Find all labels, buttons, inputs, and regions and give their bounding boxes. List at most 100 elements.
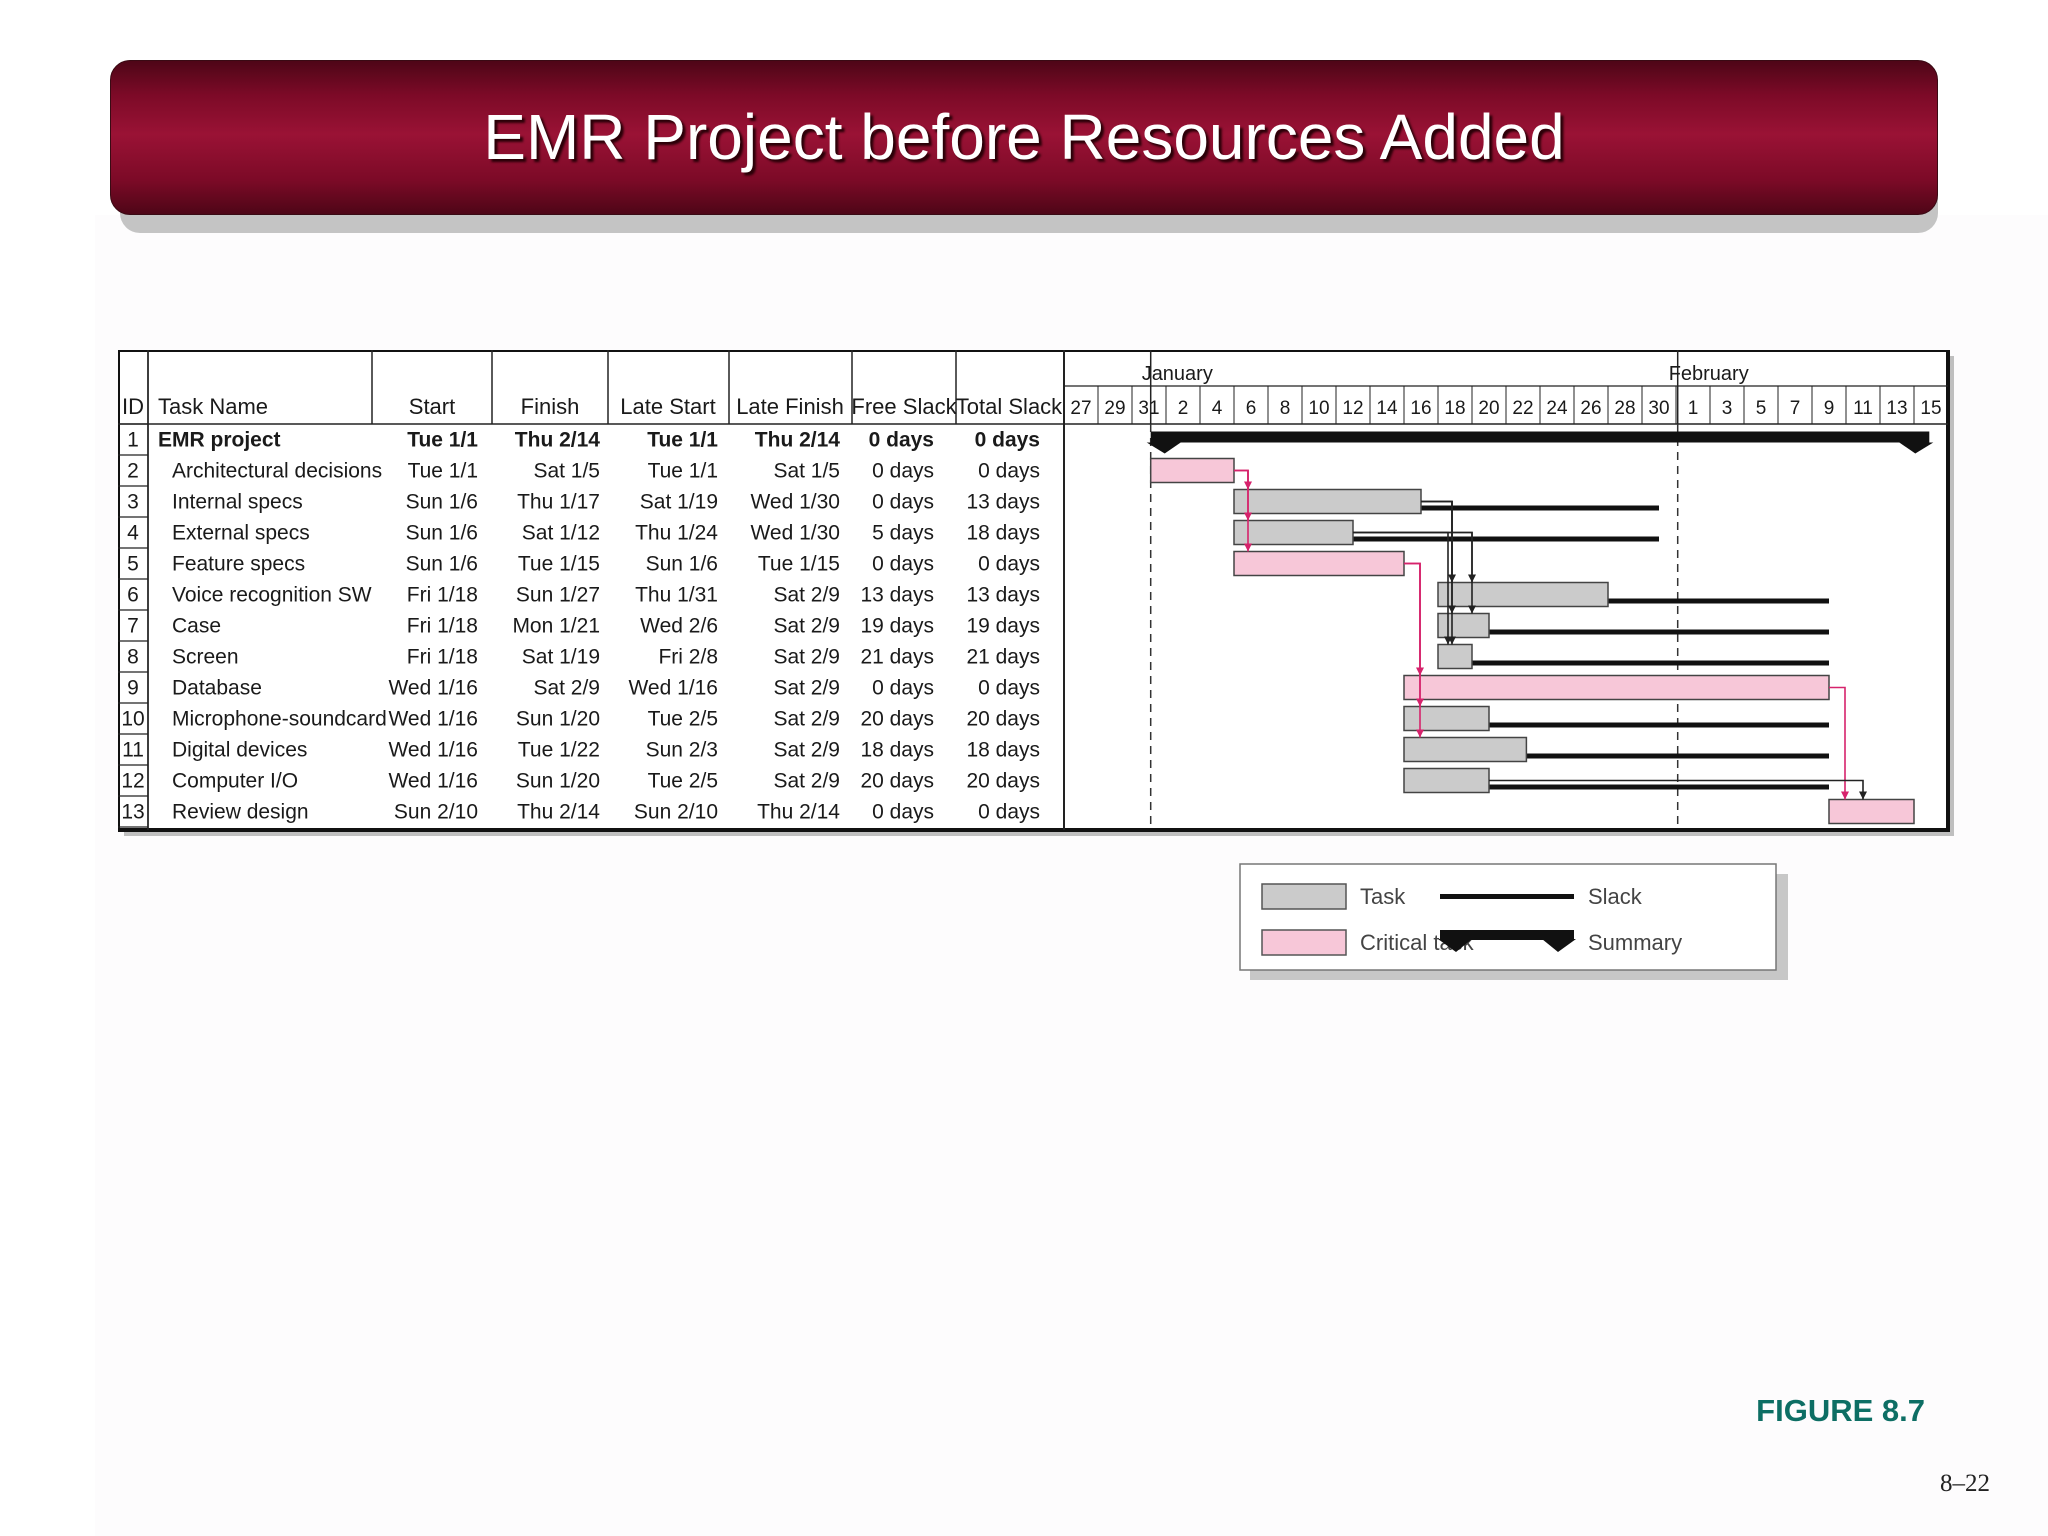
row-start: Sun 2/10 (394, 801, 478, 824)
gantt-chart: ID Task Name Start Finish Late Start Late Fin… (116, 348, 1960, 840)
critical-task-bar (1403, 674, 1830, 701)
row-start: Tue 1/1 (408, 460, 478, 483)
tick-label: 4 (1212, 398, 1223, 419)
row-start: Tue 1/1 (407, 429, 478, 452)
row-id: 7 (127, 615, 139, 638)
row-task-name: Digital devices (172, 739, 307, 762)
legend-label-summary: Summary (1588, 930, 1682, 955)
chart-frame (116, 348, 1950, 832)
row-finish: Sat 1/5 (533, 460, 600, 483)
row-late-finish: Sat 2/9 (773, 770, 840, 793)
row-late-finish: Sat 2/9 (773, 646, 840, 669)
row-id: 6 (127, 584, 139, 607)
row-start: Fri 1/18 (407, 646, 478, 669)
critical-task-bar (1233, 550, 1405, 577)
row-start: Wed 1/16 (388, 708, 478, 731)
row-free-slack: 20 days (860, 708, 934, 731)
row-finish: Sat 2/9 (533, 677, 600, 700)
row-task-name: Feature specs (172, 553, 305, 576)
row-late-start: Fri 2/8 (658, 646, 718, 669)
row-start: Fri 1/18 (407, 615, 478, 638)
dependency-arrowhead (1244, 543, 1252, 552)
task-bar (1403, 736, 1528, 763)
row-late-start: Tue 2/5 (648, 770, 718, 793)
dependency-link (1829, 686, 1846, 800)
row-task-name: Case (172, 615, 221, 638)
column-header-late-finish: Late Finish (736, 394, 844, 419)
column-header-finish: Finish (521, 394, 580, 419)
summary-bar (1150, 431, 1930, 443)
row-start: Sun 1/6 (406, 553, 478, 576)
row-id: 9 (127, 677, 139, 700)
tick-label: 11 (1853, 398, 1873, 419)
dependency-arrowhead (1859, 791, 1867, 800)
row-start: Sun 1/6 (406, 522, 478, 545)
row-late-finish: Thu 2/14 (757, 801, 840, 824)
row-finish: Sun 1/20 (516, 770, 600, 793)
tick-label: 3 (1722, 398, 1733, 419)
row-total-slack: 20 days (966, 708, 1040, 731)
row-task-name: Microphone-soundcard (172, 708, 387, 731)
row-free-slack: 0 days (872, 677, 934, 700)
tick-label: 26 (1580, 398, 1601, 419)
row-task-name: EMR project (158, 429, 281, 452)
row-free-slack: 5 days (872, 522, 934, 545)
row-late-finish: Wed 1/30 (750, 491, 840, 514)
row-free-slack: 19 days (860, 615, 934, 638)
row-late-start: Wed 1/16 (628, 677, 718, 700)
column-header-total-slack: Total Slack (956, 394, 1063, 419)
slack-bar (1489, 722, 1829, 728)
row-free-slack: 0 days (872, 491, 934, 514)
column-header-id: ID (122, 394, 144, 419)
row-free-slack: 20 days (860, 770, 934, 793)
figure-label: FIGURE 8.7 (1756, 1393, 1925, 1428)
gantt-chart-svg: ID Task Name Start Finish Late Start Late Fin… (116, 348, 1954, 836)
slack-bar (1489, 629, 1829, 635)
row-late-finish: Wed 1/30 (750, 522, 840, 545)
row-total-slack: 0 days (978, 460, 1040, 483)
row-start: Wed 1/16 (388, 739, 478, 762)
column-header-task-name: Task Name (158, 394, 268, 419)
critical-task-bar (1149, 457, 1235, 484)
task-bar (1403, 767, 1490, 794)
dependency-link (1234, 469, 1249, 552)
task-bar (1233, 488, 1422, 515)
task-bar (1437, 581, 1609, 608)
row-task-name: Internal specs (172, 491, 303, 514)
row-finish: Sun 1/20 (516, 708, 600, 731)
row-free-slack: 21 days (860, 646, 934, 669)
row-finish: Tue 1/22 (518, 739, 600, 762)
row-id: 11 (122, 739, 144, 762)
tick-label: 20 (1478, 398, 1499, 419)
title-bar (110, 60, 1938, 215)
row-free-slack: 18 days (860, 739, 934, 762)
row-id: 5 (127, 553, 139, 576)
tick-label: 27 (1070, 398, 1091, 419)
row-start: Fri 1/18 (407, 584, 478, 607)
summary-bar-end-cap (1899, 442, 1934, 454)
slack-bar (1608, 598, 1829, 604)
tick-label: 28 (1614, 398, 1635, 419)
tick-label: 6 (1246, 398, 1257, 419)
row-task-name: Voice recognition SW (172, 584, 372, 607)
dependency-link (1421, 500, 1453, 645)
chart-legend: Task Slack Critical task Summary (1238, 862, 1788, 982)
legend-task-swatch (1261, 883, 1347, 910)
summary-bar-start-cap (1146, 442, 1181, 454)
legend-summary-swatch (1440, 930, 1574, 940)
row-free-slack: 0 days (872, 801, 934, 824)
row-finish: Sun 1/27 (516, 584, 600, 607)
dependency-arrowhead (1444, 636, 1452, 645)
row-task-name: Architectural decisions (172, 460, 382, 483)
row-free-slack: 0 days (872, 460, 934, 483)
dependency-arrowhead (1841, 791, 1849, 800)
tick-label: 13 (1886, 398, 1907, 419)
tick-label: 10 (1308, 398, 1329, 419)
row-id: 10 (121, 708, 144, 731)
row-id: 2 (127, 460, 139, 483)
row-start: Wed 1/16 (388, 770, 478, 793)
tick-label: 24 (1546, 398, 1568, 419)
row-late-start: Tue 1/1 (647, 429, 718, 452)
slide-title: EMR Project before Resources Added (483, 101, 1565, 173)
